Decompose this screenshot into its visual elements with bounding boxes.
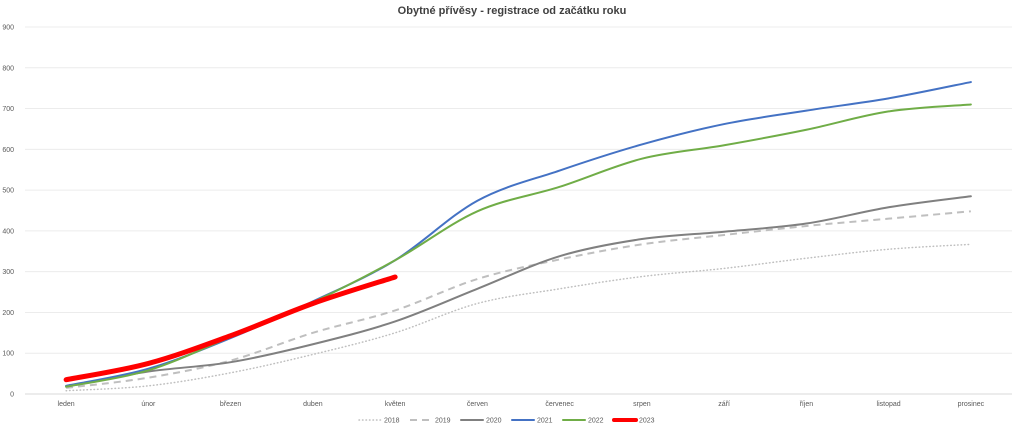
- legend-item-2023: 2023: [612, 418, 655, 425]
- series-line-2018: [65, 243, 972, 392]
- series-line-2020: [65, 195, 972, 388]
- y-tick-label: 700: [2, 106, 14, 113]
- legend-label: 2020: [486, 418, 502, 425]
- y-tick-label: 600: [2, 147, 14, 154]
- x-tick-label: září: [718, 401, 730, 408]
- x-tick-label: prosinec: [958, 401, 985, 408]
- y-tick-label: 200: [2, 310, 14, 317]
- y-tick-label: 400: [2, 228, 14, 235]
- x-tick-label: leden: [58, 401, 75, 408]
- legend-item-2018: 2018: [358, 418, 400, 425]
- legend-item-2020: 2020: [460, 418, 502, 425]
- x-tick-label: únor: [141, 401, 156, 408]
- legend-label: 2018: [384, 418, 400, 425]
- legend-item-2021: 2021: [511, 418, 553, 425]
- x-tick-label: březen: [220, 401, 242, 408]
- x-tick-label: duben: [303, 401, 323, 408]
- series-line-2019: [66, 210, 971, 389]
- x-tick-label: květen: [385, 401, 406, 408]
- legend-label: 2023: [639, 418, 655, 425]
- series-line-2023: [63, 274, 398, 383]
- legend-label: 2021: [537, 418, 553, 425]
- legend-item-2019: 2019: [410, 418, 451, 425]
- series-line-2021: [65, 81, 972, 387]
- x-tick-label: červenec: [545, 401, 574, 408]
- y-tick-label: 0: [10, 392, 14, 399]
- legend-label: 2019: [435, 418, 451, 425]
- y-tick-label: 900: [2, 25, 14, 32]
- x-tick-label: srpen: [633, 401, 651, 408]
- y-tick-label: 100: [2, 351, 14, 358]
- y-tick-label: 800: [2, 65, 14, 72]
- y-tick-label: 500: [2, 188, 14, 195]
- chart-title: Obytné přívěsy - registrace od začátku r…: [398, 5, 627, 17]
- legend-item-2022: 2022: [562, 418, 604, 425]
- x-tick-label: říjen: [800, 401, 814, 408]
- x-tick-label: červen: [467, 401, 488, 408]
- x-tick-label: listopad: [877, 401, 901, 408]
- y-tick-label: 300: [2, 269, 14, 276]
- legend-label: 2022: [588, 418, 604, 425]
